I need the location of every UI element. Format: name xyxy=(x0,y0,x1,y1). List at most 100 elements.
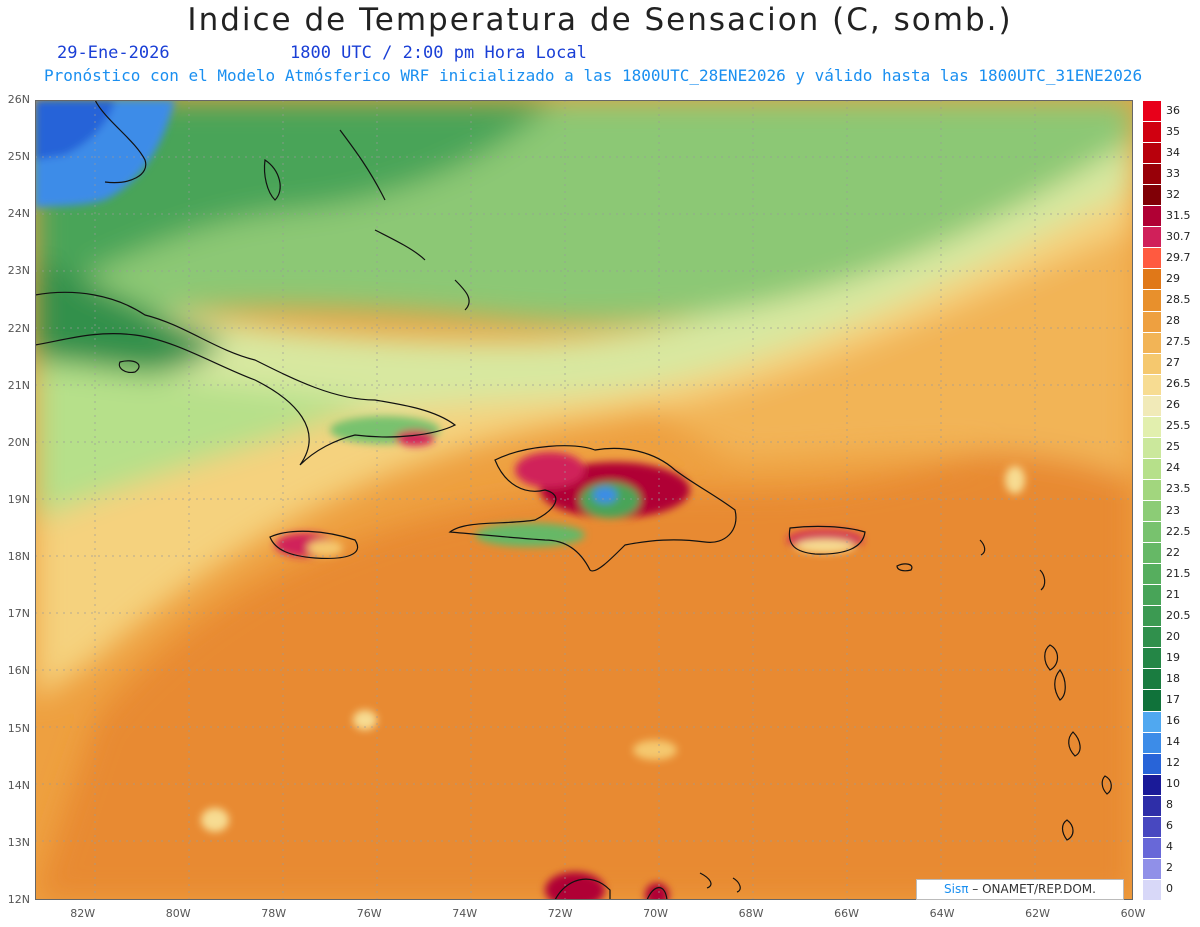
pale-puerto-rico xyxy=(795,539,855,553)
colorbar-label: 33 xyxy=(1166,166,1180,180)
colorbar-label: 21 xyxy=(1166,587,1180,601)
hot-cuba-east xyxy=(395,430,435,446)
coast-florida xyxy=(94,100,147,184)
field-green-cuba xyxy=(35,260,225,380)
pale-patch-2 xyxy=(633,740,677,760)
colorbar-label: 29.7 xyxy=(1166,250,1191,264)
lon-label: 64W xyxy=(929,907,955,920)
colorbar-swatch xyxy=(1143,100,1161,122)
colorbar-swatch xyxy=(1143,289,1161,311)
grid-lines xyxy=(35,100,1133,900)
coast-barbados xyxy=(1101,775,1112,795)
lat-label: 23N xyxy=(7,264,30,278)
colorbar-label: 25 xyxy=(1166,440,1180,454)
pale-patch-4 xyxy=(1005,466,1025,494)
colorbar-swatch xyxy=(1143,373,1161,395)
colorbar-label: 16 xyxy=(1166,714,1180,728)
colorbar-label: 21.5 xyxy=(1166,566,1191,580)
colorbar-label: 14 xyxy=(1166,735,1180,749)
coast-venezuela xyxy=(554,878,611,900)
colorbar-label: 31.5 xyxy=(1166,208,1191,222)
colorbar-label: 18 xyxy=(1166,671,1180,685)
colorbar-swatch xyxy=(1143,478,1161,500)
colorbar-label: 28.5 xyxy=(1166,293,1191,306)
field-green-dark xyxy=(35,100,555,300)
coast-virgin xyxy=(896,563,913,572)
field-warm-band xyxy=(35,400,1133,900)
lon-label: 60W xyxy=(1120,907,1146,920)
colorbar-swatch xyxy=(1143,836,1161,858)
colorbar-swatch xyxy=(1143,857,1161,879)
colorbar-label: 22.5 xyxy=(1166,524,1191,538)
coast-puerto-rico xyxy=(788,525,866,555)
colorbar-label: 22 xyxy=(1166,545,1180,559)
coast-anguilla xyxy=(979,539,986,556)
lat-label: 19N xyxy=(7,493,30,506)
colorbar-label: 35 xyxy=(1166,124,1180,138)
lat-label: 25N xyxy=(7,150,30,164)
coast-bahamas-4 xyxy=(454,279,470,311)
colorbar-label: 36 xyxy=(1166,103,1180,117)
coast-paraguana xyxy=(646,887,668,900)
credit-badge: Sisπ – ONAMET/REP.DOM. xyxy=(916,879,1124,900)
colorbar-swatch xyxy=(1143,121,1161,143)
hot-paraguana xyxy=(645,883,669,900)
credit-brand: Sisπ xyxy=(944,882,969,896)
colorbar-label: 12 xyxy=(1166,756,1180,770)
colorbar-label: 25.5 xyxy=(1166,419,1191,433)
cool-jamaica xyxy=(307,540,343,556)
colorbar-label: 26.5 xyxy=(1166,377,1191,391)
coast-bahamas-1 xyxy=(263,158,281,201)
coast-bahamas-2 xyxy=(339,129,386,201)
coast-martinique xyxy=(1068,731,1081,757)
valid-time: 1800 UTC / 2:00 pm Hora Local xyxy=(290,43,587,63)
colorbar-label: 27.5 xyxy=(1166,335,1191,349)
lon-label: 70W xyxy=(643,907,669,920)
cool-haiti-south xyxy=(475,523,585,547)
colorbar-swatch xyxy=(1143,415,1161,437)
colorbar-swatch xyxy=(1143,731,1161,753)
lat-label: 18N xyxy=(7,550,30,564)
coast-jamaica xyxy=(269,530,359,560)
colorbar-swatch xyxy=(1143,563,1161,585)
lat-label: 20N xyxy=(7,435,30,449)
pale-patch-1 xyxy=(201,808,229,832)
lat-label: 21N xyxy=(7,378,30,392)
hot-hispaniola-west xyxy=(515,452,585,488)
lat-label: 22N xyxy=(7,321,30,335)
forecast-info: Pronóstico con el Modelo Atmósferico WRF… xyxy=(44,66,1143,85)
colorbar-swatch xyxy=(1143,794,1161,816)
colorbar-label: 20.5 xyxy=(1166,608,1191,622)
lon-label: 78W xyxy=(261,907,287,920)
colorbar-label: 2 xyxy=(1166,861,1173,875)
lat-label: 26N xyxy=(7,93,30,106)
colorbar-label: 20 xyxy=(1166,629,1180,643)
colorbar-swatch xyxy=(1143,584,1161,606)
pale-patch-3 xyxy=(353,710,377,730)
lon-label: 66W xyxy=(834,907,859,920)
colorbar-label: 24 xyxy=(1166,461,1180,475)
colorbar-swatch xyxy=(1143,752,1161,774)
colorbar-label: 30.7 xyxy=(1166,229,1191,243)
coast-antilles-2 xyxy=(1044,644,1059,671)
coast-antilles-1 xyxy=(1039,569,1046,591)
lat-label: 17N xyxy=(7,607,30,621)
colorbar-swatch xyxy=(1143,352,1161,374)
colorbar-label: 8 xyxy=(1166,798,1173,812)
colorbar-swatch xyxy=(1143,142,1161,164)
lat-label: 24N xyxy=(7,207,30,221)
lon-label: 82W xyxy=(70,907,96,920)
colorbar-label: 23.5 xyxy=(1166,482,1191,496)
colorbar-label: 27 xyxy=(1166,356,1180,370)
colorbar-swatch xyxy=(1143,773,1161,795)
heat-index-map xyxy=(35,100,1133,900)
colorbar-swatch xyxy=(1143,394,1161,416)
coast-grenada xyxy=(1061,819,1074,841)
colorbar-label: 26 xyxy=(1166,398,1180,412)
lon-label: 68W xyxy=(738,907,764,920)
colorbar-swatch xyxy=(1143,521,1161,543)
colorbar-label: 19 xyxy=(1166,650,1180,664)
colorbar-swatch xyxy=(1143,542,1161,564)
colorbar-swatch xyxy=(1143,184,1161,206)
colorbar-swatch xyxy=(1143,815,1161,837)
